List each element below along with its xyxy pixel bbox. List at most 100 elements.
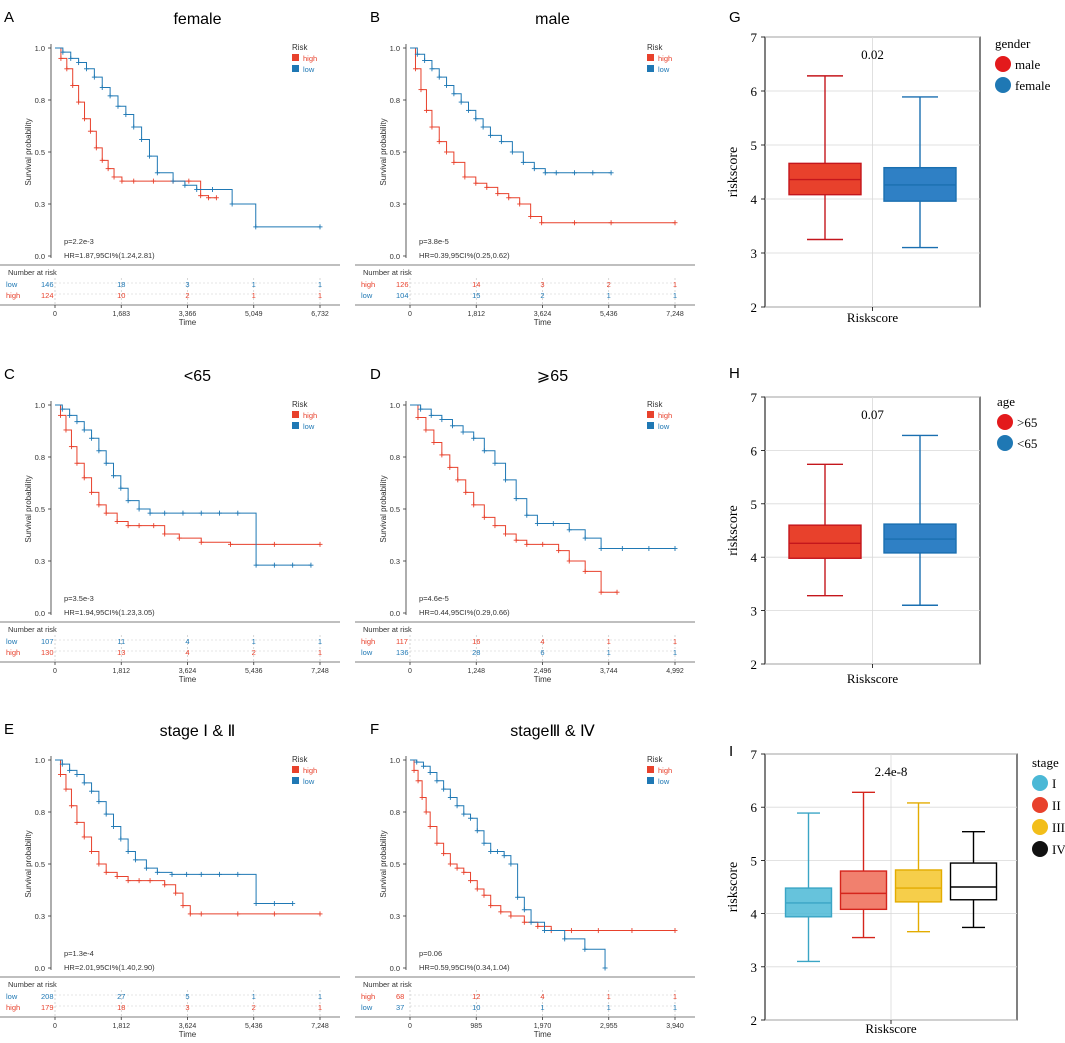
y-tick-label: 0.5: [35, 860, 45, 869]
p-value: 0.07: [861, 407, 884, 422]
risk-count: 1: [318, 648, 322, 657]
y-tick-label: 0.3: [390, 557, 400, 566]
x-tick-label: 0: [408, 311, 412, 318]
legend-label-low: low: [303, 65, 315, 74]
legend-swatch-high: [292, 411, 299, 418]
hazard-ratio: HR=2.01,95CI%(1.40,2.90): [64, 963, 155, 972]
risk-table-title: Number at risk: [8, 268, 57, 277]
risk-count: 1: [540, 1003, 544, 1012]
box-female: [883, 96, 957, 249]
box->65: [788, 463, 862, 597]
legend-label-high: high: [658, 54, 672, 63]
y-tick-label: 0.3: [35, 557, 45, 566]
risk-table-title: Number at risk: [8, 625, 57, 634]
y-tick-label: 3: [751, 960, 758, 975]
legend-title: Risk: [292, 400, 309, 409]
legend-swatch-low: [292, 422, 299, 429]
legend-swatch-male: [995, 56, 1011, 72]
risk-count: 37: [396, 1003, 404, 1012]
risk-count: 18: [117, 280, 125, 289]
y-tick-label: 0.5: [390, 148, 400, 157]
y-tick-label: 0.8: [390, 96, 400, 105]
y-axis-label: riskscore: [726, 862, 741, 913]
y-tick-label: 0.8: [35, 453, 45, 462]
legend-label-high: high: [303, 411, 317, 420]
risk-count: 10: [472, 1003, 480, 1012]
risk-row-label: high: [6, 291, 20, 300]
box-panel-I: I234567Riskscoreriskscore2.4e-8stageIIII…: [726, 743, 1065, 1036]
box-panel-H: H 2 3 4 5 6 7 Riskscore riskscore 0.07 age>65 <65: [726, 365, 1037, 686]
km-curve-high: [410, 47, 675, 224]
y-axis-label: riskscore: [726, 147, 741, 198]
risk-count: 124: [41, 291, 54, 300]
panel-letter: A: [4, 9, 14, 26]
km-curve-low: [55, 404, 311, 566]
hazard-ratio: HR=1.87,95CI%(1.24,2.81): [64, 251, 155, 260]
risk-count: 126: [396, 280, 409, 289]
x-axis-label: Time: [179, 318, 197, 327]
x-tick-label: 1,812: [112, 1023, 130, 1030]
km-curve-low: [410, 47, 612, 174]
risk-count: 136: [396, 648, 409, 657]
x-axis-label: Riskscore: [865, 1021, 917, 1036]
y-tick-label: 6: [751, 84, 758, 99]
risk-count: 1: [318, 280, 322, 289]
y-tick-label: 0.0: [390, 252, 400, 261]
risk-count: 3: [185, 280, 189, 289]
x-tick-label: 5,436: [600, 311, 618, 318]
y-tick-label: 1.0: [35, 44, 45, 53]
chart-title: stage Ⅰ & Ⅱ: [160, 723, 236, 740]
y-tick-label: 0.3: [390, 200, 400, 209]
box-<65: [883, 434, 957, 606]
legend-title: Risk: [647, 755, 664, 764]
risk-count: 2: [252, 1003, 256, 1012]
legend-swatch-high: [647, 411, 654, 418]
risk-count: 1: [673, 637, 677, 646]
p-value: p=1.3e-4: [64, 949, 94, 958]
chart-title: ⩾65: [537, 368, 568, 385]
box-male: [788, 75, 862, 241]
legend-label-female: female: [1015, 78, 1051, 93]
y-tick-label: 2: [751, 300, 758, 315]
legend-swatch-female: [995, 77, 1011, 93]
risk-count: 14: [472, 280, 480, 289]
p-value: p=2.2e-3: [64, 237, 94, 246]
x-axis-label: Time: [534, 1030, 552, 1039]
risk-count: 3: [540, 280, 544, 289]
risk-row-label: high: [6, 1003, 20, 1012]
risk-count: 1: [673, 1003, 677, 1012]
p-value: p=0.06: [419, 949, 442, 958]
hazard-ratio: HR=1.94,95CI%(1.23,3.05): [64, 608, 155, 617]
y-tick-label: 2: [751, 657, 758, 672]
km-panel-C: C <65 0.0 0.3 0.5 0.8 1.0 Survival probability N…: [0, 366, 340, 684]
y-tick-label: 0.0: [35, 252, 45, 261]
y-tick-label: 0.8: [390, 453, 400, 462]
p-value: 0.02: [861, 47, 884, 62]
p-value: p=3.8e-5: [419, 237, 449, 246]
legend-label-<65: <65: [1017, 436, 1037, 451]
risk-count: 1: [318, 291, 322, 300]
risk-count: 1: [607, 637, 611, 646]
legend-swatch-IV: [1032, 841, 1048, 857]
x-tick-label: 3,624: [179, 668, 197, 675]
p-value: 2.4e-8: [875, 764, 908, 779]
y-tick-label: 1.0: [390, 44, 400, 53]
risk-count: 1: [252, 637, 256, 646]
y-tick-label: 2: [751, 1013, 758, 1028]
x-tick-label: 0: [53, 668, 57, 675]
y-tick-label: 0.5: [35, 505, 45, 514]
box-IV: [949, 830, 998, 929]
panel-letter: B: [370, 9, 380, 26]
y-axis-label: Survival probability: [379, 118, 388, 185]
risk-count: 1: [318, 992, 322, 1001]
chart-title: <65: [184, 368, 211, 385]
x-tick-label: 1,683: [112, 311, 130, 318]
y-axis-label: Survival probability: [379, 830, 388, 897]
y-tick-label: 3: [751, 604, 758, 619]
risk-count: 10: [117, 291, 125, 300]
x-tick-label: 0: [53, 311, 57, 318]
risk-count: 1: [252, 280, 256, 289]
